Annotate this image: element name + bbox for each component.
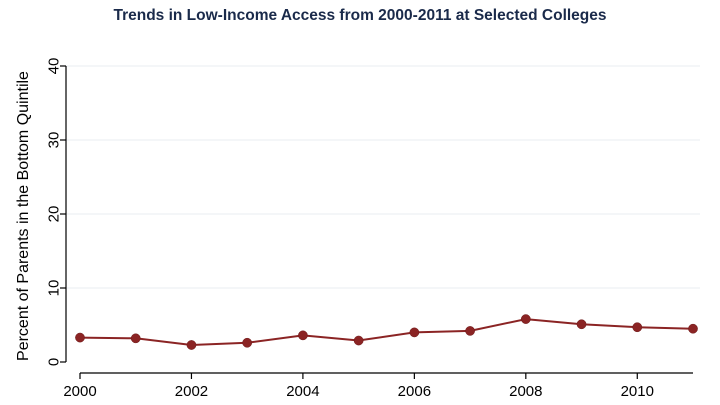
x-tick-label: 2002 — [175, 383, 208, 400]
data-point — [75, 332, 85, 343]
y-tick-label: 0 — [45, 358, 62, 366]
data-series — [75, 314, 698, 350]
x-tick-label: 2006 — [398, 383, 431, 400]
data-point — [465, 326, 475, 336]
y-tick-label: 20 — [45, 206, 62, 223]
data-point — [186, 340, 197, 350]
data-point — [520, 314, 531, 324]
x-tick-label: 2010 — [621, 383, 654, 400]
data-point — [409, 327, 420, 338]
y-axis-ticks: 0 10 20 30 40 — [45, 58, 66, 366]
data-point — [632, 322, 643, 333]
x-tick-label: 2004 — [286, 383, 319, 400]
grid-lines — [66, 65, 700, 289]
data-point — [298, 330, 308, 341]
data-point — [688, 323, 698, 334]
y-tick-label: 40 — [45, 58, 62, 75]
series-line — [79, 318, 694, 347]
data-point — [130, 333, 141, 344]
chart-title: Trends in Low-Income Access from 2000-20… — [113, 7, 607, 24]
y-axis-label: Percent of Parents in the Bottom Quintil… — [15, 71, 32, 361]
data-point — [242, 337, 253, 348]
data-point — [576, 319, 587, 330]
y-tick-label: 30 — [45, 132, 62, 149]
x-axis-ticks: 2000 2002 2004 2006 2008 2010 — [63, 373, 654, 400]
x-tick-label: 2008 — [509, 383, 542, 400]
y-tick-label: 10 — [45, 280, 62, 297]
data-point — [353, 335, 364, 346]
x-tick-label: 2000 — [63, 383, 96, 400]
